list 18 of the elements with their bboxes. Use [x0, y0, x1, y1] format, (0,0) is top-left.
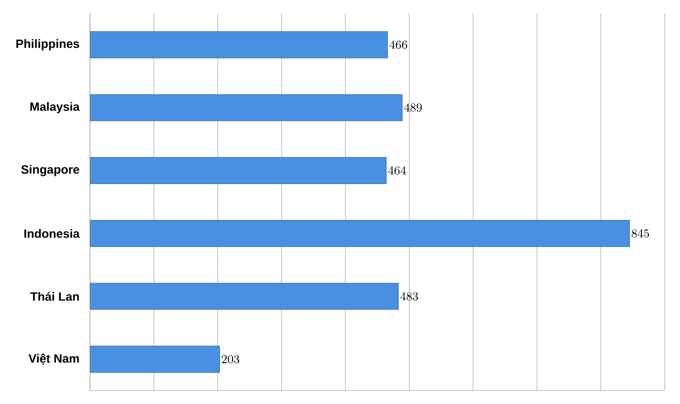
- y-tick-label: Việt Nam: [28, 354, 79, 365]
- data-label: 466: [390, 40, 408, 49]
- bar: [90, 220, 630, 247]
- data-label: 845: [632, 229, 649, 238]
- data-label: 203: [222, 355, 240, 364]
- bar: [90, 94, 403, 122]
- data-label: 483: [400, 292, 418, 300]
- y-tick-label: Indonesia: [24, 229, 80, 238]
- bar: [90, 157, 387, 184]
- bar: [90, 282, 399, 310]
- y-tick-label: Singapore: [21, 164, 80, 176]
- bar: [90, 346, 220, 373]
- data-label: 464: [388, 166, 406, 175]
- y-tick-label: Malaysia: [30, 102, 80, 114]
- y-tick-label: Philippines: [16, 39, 80, 50]
- y-tick-label: Thái Lan: [30, 292, 79, 301]
- bar: [90, 31, 388, 58]
- data-label: 489: [404, 103, 422, 112]
